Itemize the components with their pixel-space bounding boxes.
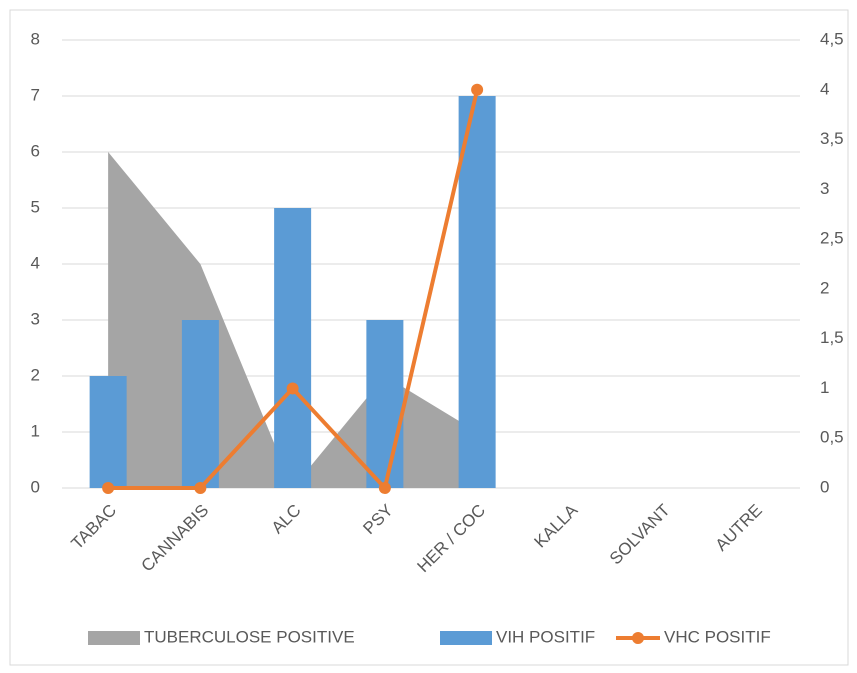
y-tick-label: 5 — [31, 197, 40, 216]
point — [471, 83, 484, 96]
legend-swatch-point — [632, 632, 644, 644]
y2-tick-label: 2 — [820, 278, 829, 297]
y-tick-label: 7 — [31, 85, 40, 104]
legend-label: VIH POSITIF — [496, 627, 595, 646]
bar — [458, 96, 496, 488]
y-tick-label: 1 — [31, 421, 40, 440]
y-tick-label: 8 — [31, 29, 40, 48]
legend-swatch — [440, 631, 492, 645]
bar — [181, 320, 219, 488]
bar — [274, 208, 312, 488]
y2-tick-label: 0,5 — [820, 428, 844, 447]
y2-tick-label: 3,5 — [820, 129, 844, 148]
legend-label: TUBERCULOSE POSITIVE — [144, 627, 355, 646]
legend-swatch — [88, 631, 140, 645]
y-tick-label: 3 — [31, 309, 40, 328]
y2-tick-label: 3 — [820, 179, 829, 198]
bar — [89, 376, 127, 488]
point — [286, 382, 299, 395]
legend-label: VHC POSITIF — [664, 627, 771, 646]
y-tick-label: 0 — [31, 477, 40, 496]
bar — [366, 320, 404, 488]
y-tick-label: 2 — [31, 365, 40, 384]
point — [378, 482, 391, 494]
y2-tick-label: 2,5 — [820, 229, 844, 248]
y-tick-label: 6 — [31, 141, 40, 160]
y2-tick-label: 0 — [820, 477, 829, 496]
y2-tick-label: 4,5 — [820, 29, 844, 48]
y2-tick-label: 1 — [820, 378, 829, 397]
point — [102, 482, 115, 494]
y-tick-label: 4 — [31, 253, 40, 272]
y2-tick-label: 1,5 — [820, 328, 844, 347]
point — [194, 482, 207, 494]
y2-tick-label: 4 — [820, 79, 829, 98]
